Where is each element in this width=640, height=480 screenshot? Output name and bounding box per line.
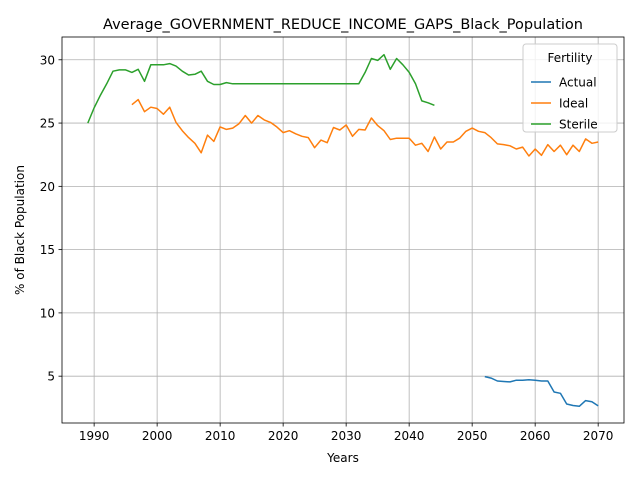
series-line-ideal [131,98,599,157]
x-tick-label: 1990 [79,429,110,443]
x-tick-label: 2060 [520,429,551,443]
x-tick-label: 2000 [142,429,173,443]
legend-label-sterile: Sterile [559,118,598,132]
legend-box [522,43,618,133]
y-tick-label: 20 [40,180,55,194]
legend-label-actual: Actual [559,76,597,90]
y-tick-label: 30 [40,53,55,67]
chart-title: Average_GOVERNMENT_REDUCE_INCOME_GAPS_Bl… [103,17,583,33]
series-line-actual [484,375,599,408]
y-tick-label: 15 [40,243,55,257]
x-tick-label: 2020 [268,429,299,443]
x-tick-label: 2050 [457,429,488,443]
y-tick-label: 5 [47,370,55,384]
series-line-sterile [87,53,435,124]
plot-frame [61,36,625,424]
y-axis-label: % of Black Population [13,165,27,295]
y-tick-label: 25 [40,117,55,131]
x-tick-label: 2010 [205,429,236,443]
x-tick-label: 2070 [583,429,614,443]
x-axis-label: Years [326,451,359,465]
legend-label-ideal: Ideal [559,97,588,111]
x-tick-label: 2030 [331,429,362,443]
y-tick-label: 10 [40,306,55,320]
x-tick-label: 2040 [394,429,425,443]
legend: Fertility Actual Ideal Sterile [522,43,618,133]
ticks: 1990 2000 2010 2020 2030 2040 2050 2060 20705101… [40,53,614,443]
legend-title: Fertility [547,51,592,65]
series-layer [87,53,599,408]
